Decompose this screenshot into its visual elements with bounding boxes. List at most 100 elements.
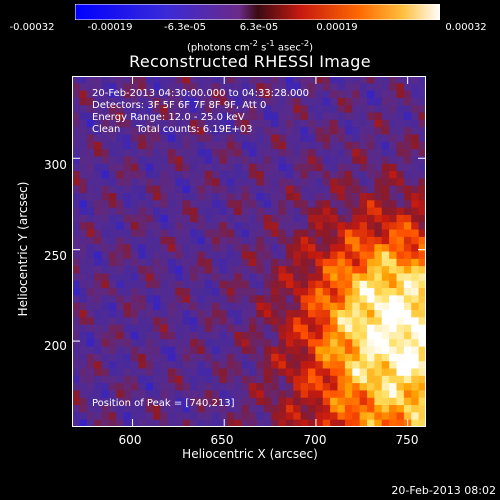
heatmap-cell — [278, 207, 287, 216]
heatmap-cell — [241, 229, 250, 238]
heatmap-cell — [79, 236, 88, 245]
heatmap-cell — [204, 105, 213, 113]
heatmap-cell — [86, 258, 95, 267]
heatmap-cell — [197, 317, 206, 326]
heatmap-cell — [234, 171, 243, 179]
heatmap-cell — [108, 97, 117, 106]
heatmap-cell — [367, 134, 375, 143]
heatmap-cell — [123, 280, 132, 289]
heatmap-cell — [175, 207, 184, 216]
heatmap-cell — [86, 163, 95, 172]
heatmap-cell — [330, 229, 338, 238]
heatmap-cell — [337, 214, 346, 223]
heatmap-cell — [330, 149, 338, 157]
heatmap-cell — [337, 251, 346, 260]
heatmap-cell — [241, 90, 250, 99]
heatmap-cell — [86, 310, 95, 318]
heatmap-cell — [352, 134, 361, 143]
heatmap-cell — [94, 119, 102, 128]
heatmap-cell — [263, 266, 272, 274]
heatmap-cell — [271, 171, 279, 179]
heatmap-cell — [293, 236, 302, 245]
heatmap-cell — [374, 178, 383, 187]
heatmap-cell — [131, 193, 139, 201]
heatmap-cell — [219, 273, 228, 282]
heatmap-cell — [285, 412, 294, 421]
heatmap-cell — [234, 397, 243, 406]
heatmap-cell — [352, 375, 361, 384]
heatmap-cell — [352, 97, 361, 106]
heatmap-cell — [123, 368, 132, 377]
heatmap-cell — [226, 90, 235, 99]
heatmap-cell — [138, 127, 147, 135]
heatmap-cell — [396, 375, 405, 384]
heatmap-cell — [411, 310, 420, 318]
heatmap-cell — [226, 163, 235, 172]
heatmap-cell — [389, 156, 397, 165]
heatmap-cell — [367, 324, 375, 333]
heatmap-cell — [411, 368, 420, 377]
heatmap-cell — [315, 295, 324, 304]
heatmap-cell — [396, 207, 405, 216]
heatmap-cell — [160, 200, 169, 209]
heatmap-cell — [293, 288, 302, 296]
heatmap-cell — [116, 280, 125, 289]
heatmap-cell — [219, 361, 228, 369]
heatmap-cell — [212, 266, 220, 274]
heatmap-cell — [160, 76, 169, 84]
heatmap-cell — [182, 236, 191, 245]
heatmap-cell — [256, 171, 265, 179]
heatmap-cell — [175, 149, 184, 157]
heatmap-cell — [359, 200, 368, 209]
heatmap-cell — [94, 163, 102, 172]
heatmap-cell — [123, 171, 132, 179]
heatmap-cell — [212, 412, 220, 421]
heatmap-cell — [293, 171, 302, 179]
heatmap-cell — [418, 310, 426, 318]
heatmap-cell — [160, 222, 169, 230]
heatmap-cell — [403, 280, 412, 289]
heatmap-cell — [204, 331, 213, 340]
heatmap-cell — [138, 390, 147, 399]
heatmap-cell — [403, 149, 412, 157]
heatmap-cell — [352, 178, 361, 187]
heatmap-cell — [167, 112, 176, 121]
heatmap-cell — [359, 405, 368, 413]
heatmap-cell — [79, 295, 88, 304]
heatmap-cell — [145, 134, 154, 143]
heatmap-cell — [241, 273, 250, 282]
heatmap-cell — [344, 236, 353, 245]
heatmap-cell — [256, 149, 265, 157]
heatmap-plot — [72, 76, 426, 427]
heatmap-cell — [153, 273, 161, 282]
heatmap-cell — [396, 295, 405, 304]
heatmap-cell — [256, 76, 265, 84]
heatmap-cell — [256, 324, 265, 333]
heatmap-cell — [367, 331, 375, 340]
heatmap-cell — [182, 368, 191, 377]
heatmap-cell — [72, 353, 80, 362]
heatmap-cell — [330, 383, 338, 391]
heatmap-cell — [403, 112, 412, 121]
heatmap-cell — [374, 310, 383, 318]
heatmap-cell — [145, 419, 154, 427]
heatmap-cell — [101, 368, 110, 377]
heatmap-cell — [131, 317, 139, 326]
heatmap-cell — [145, 127, 154, 135]
heatmap-cell — [256, 331, 265, 340]
heatmap-cell — [396, 346, 405, 355]
heatmap-cell — [330, 324, 338, 333]
heatmap-cell — [396, 324, 405, 333]
heatmap-cell — [308, 302, 316, 311]
heatmap-cell — [204, 90, 213, 99]
heatmap-cell — [86, 280, 95, 289]
heatmap-cell — [293, 105, 302, 113]
heatmap-cell — [116, 163, 125, 172]
heatmap-cell — [256, 266, 265, 274]
heatmap-cell — [322, 134, 331, 143]
heatmap-cell — [256, 141, 265, 150]
heatmap-cell — [182, 273, 191, 282]
heatmap-cell — [389, 185, 397, 194]
heatmap-cell — [256, 346, 265, 355]
heatmap-cell — [271, 163, 279, 172]
